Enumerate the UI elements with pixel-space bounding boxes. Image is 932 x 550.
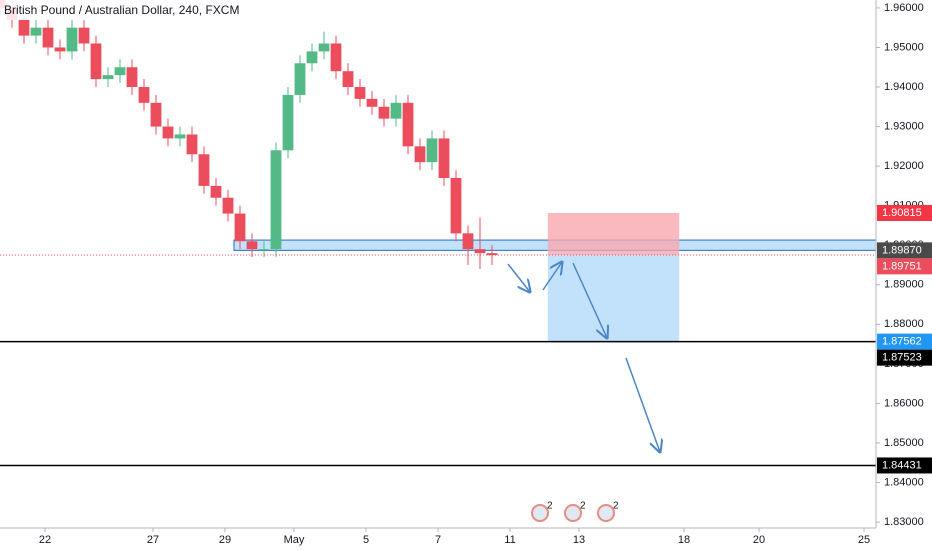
candle-body	[246, 241, 258, 250]
candle-body	[474, 249, 486, 254]
candle-body	[162, 126, 174, 139]
y-tick-label: 1.84000	[884, 476, 924, 488]
candle-body	[450, 177, 462, 234]
candle-body	[78, 27, 90, 44]
candle-body	[54, 47, 66, 52]
candle-body	[342, 71, 354, 88]
candle-body	[174, 134, 186, 139]
y-tick-label: 1.94000	[884, 81, 924, 93]
candle-body	[30, 27, 42, 36]
event-count: 2	[547, 501, 553, 512]
price-tag	[877, 242, 932, 259]
chart-title: British Pound / Australian Dollar, 240, …	[4, 3, 239, 17]
candle-body	[486, 253, 498, 256]
candle-body	[114, 67, 126, 76]
candle-body	[390, 102, 402, 119]
x-tick-label: May	[284, 534, 305, 546]
candle-body	[414, 146, 426, 163]
candle-body	[234, 213, 246, 242]
target-zone	[547, 255, 680, 342]
price-tag-label: 1.87523	[882, 352, 922, 364]
arrow	[572, 262, 607, 338]
x-tick-label: 27	[147, 534, 159, 546]
candle-body	[330, 43, 342, 72]
candle-body	[186, 134, 198, 155]
candle-body	[102, 75, 114, 80]
arrows	[507, 262, 660, 452]
x-tick-label: 7	[435, 534, 441, 546]
candle-body	[210, 185, 222, 198]
candle-body	[150, 102, 162, 127]
event-icon	[531, 504, 549, 522]
price-tag-label: 1.89751	[882, 260, 922, 272]
x-tick-label: 13	[573, 534, 585, 546]
candle-body	[318, 43, 330, 52]
candle-body	[354, 87, 366, 99]
price-tag	[877, 457, 932, 474]
candle-body	[126, 67, 138, 88]
candle-body	[42, 27, 54, 48]
event-count: 2	[580, 501, 586, 512]
price-tag-label: 1.87562	[882, 336, 922, 348]
event-icon	[597, 504, 615, 522]
y-tick-label: 1.95000	[884, 41, 924, 53]
event-count: 2	[613, 501, 619, 512]
candle-body	[306, 51, 318, 64]
y-tick-label: 1.85000	[884, 437, 924, 449]
x-tick-label: 22	[39, 534, 51, 546]
arrow	[507, 263, 530, 292]
x-tick-label: 29	[219, 534, 231, 546]
arrow	[542, 262, 562, 291]
y-tick-label: 1.93000	[884, 120, 924, 132]
price-tag	[877, 204, 932, 221]
drawings-back	[233, 212, 877, 342]
price-tag	[877, 258, 932, 275]
candle-body	[426, 138, 438, 163]
price-tag-label: 1.89870	[882, 244, 922, 256]
candle-body	[378, 106, 390, 119]
arrow	[625, 357, 660, 452]
y-tick-label: 1.96000	[884, 2, 924, 14]
events: 2 2 2	[531, 501, 619, 522]
candles	[0, 0, 498, 269]
candle-body	[438, 138, 450, 178]
y-tick-label: 1.88000	[884, 318, 924, 330]
price-tag	[877, 349, 932, 366]
candle-body	[18, 19, 30, 36]
x-tick-label: 5	[363, 534, 369, 546]
price-tag-label: 1.84431	[882, 459, 922, 471]
price-tag-label: 1.90815	[882, 207, 922, 219]
x-tick-label: 11	[504, 534, 515, 546]
event-icon	[564, 504, 582, 522]
candle-body	[138, 87, 150, 103]
candle-body	[66, 27, 78, 52]
title-backdrop	[0, 0, 240, 20]
x-tick-label: 18	[678, 534, 690, 546]
x-tick-label: 25	[858, 534, 870, 546]
y-tick-label: 1.83000	[884, 516, 924, 528]
candle-body	[402, 102, 414, 147]
x-tick-label: 20	[753, 534, 765, 546]
price-tag	[877, 333, 932, 350]
axes: 1.960001.950001.940001.930001.920001.910…	[39, 2, 924, 546]
candle-body	[258, 249, 270, 251]
candle-body	[462, 233, 474, 250]
candle-body	[222, 197, 234, 214]
candle-body	[270, 150, 282, 250]
y-tick-label: 1.92000	[884, 160, 924, 172]
candle-body	[282, 94, 294, 151]
candle-body	[90, 43, 102, 80]
levels	[0, 254, 876, 467]
stop-zone	[547, 212, 680, 256]
y-tick-label: 1.89000	[884, 279, 924, 291]
candle-body	[294, 63, 306, 95]
y-tick-label: 1.86000	[884, 397, 924, 409]
candle-body	[198, 154, 210, 186]
candle-body	[366, 98, 378, 107]
price-tags: 1.90815 1.89870 1.89751 1.87562 1.87523 1.844…	[877, 204, 932, 474]
